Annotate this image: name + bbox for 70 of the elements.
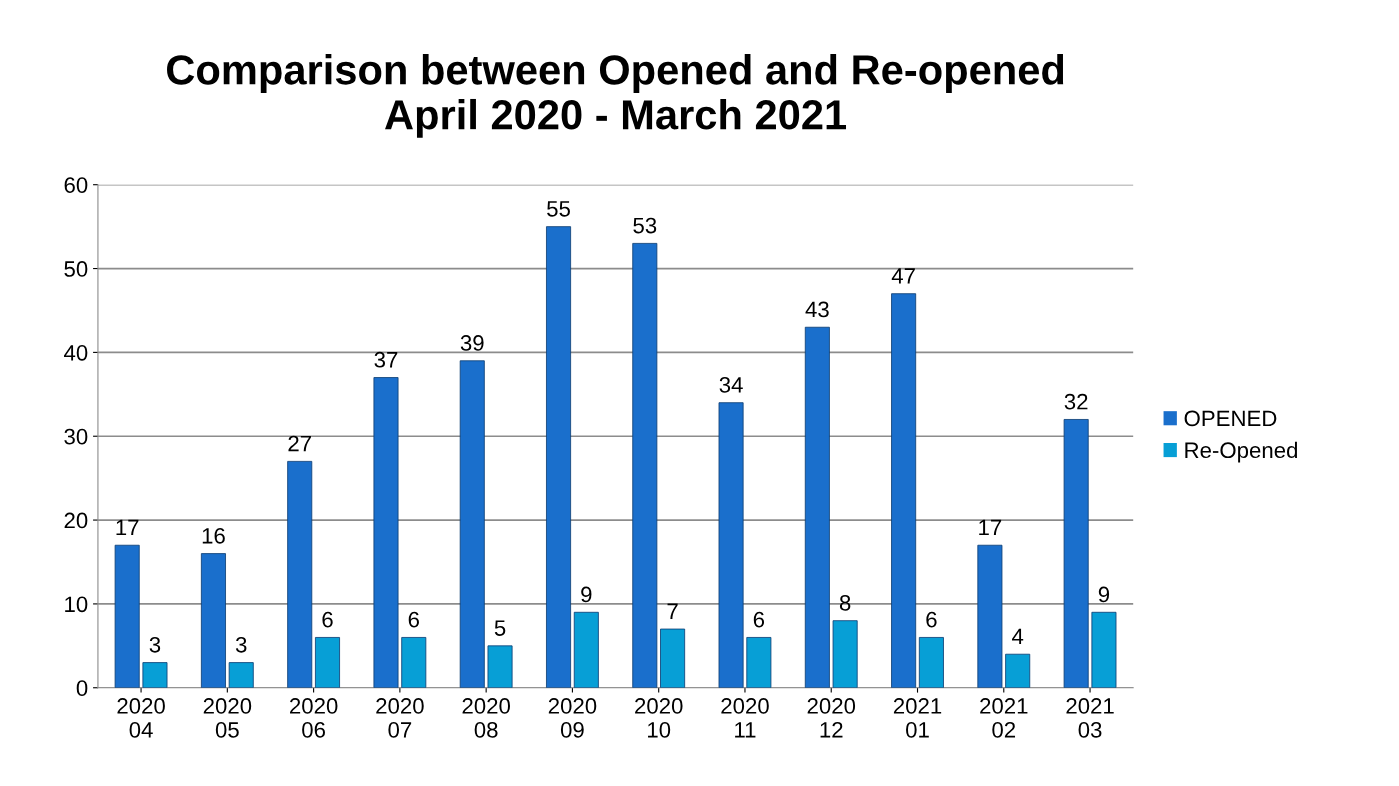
x-tick-label: 2021 02	[980, 698, 1028, 738]
data-label: 6	[322, 611, 333, 628]
x-tick-label: 2020 10	[635, 698, 683, 738]
bar	[573, 611, 599, 688]
data-label: 37	[374, 351, 398, 368]
legend-label: OPENED	[1184, 410, 1277, 427]
bar	[804, 326, 830, 688]
x-tick-label: 2020 05	[203, 698, 252, 738]
data-label: 7	[667, 603, 678, 619]
data-label: 3	[149, 636, 161, 653]
y-tick-label: 60	[64, 177, 88, 193]
x-tick-label: 2020 06	[290, 698, 338, 738]
bar	[1091, 611, 1117, 688]
bar	[660, 628, 686, 688]
bar	[114, 544, 140, 688]
bar	[228, 662, 254, 688]
y-tick-label: 30	[64, 428, 88, 445]
x-tick-label: 2020 09	[548, 698, 597, 738]
data-label: 8	[839, 594, 851, 611]
y-tick-label: 10	[65, 596, 88, 613]
data-label: 39	[460, 335, 484, 351]
y-tick-label: 40	[64, 344, 88, 361]
x-tick-label: 2020 04	[117, 698, 165, 738]
x-tick-label: 2020 07	[376, 698, 424, 738]
data-label: 16	[202, 527, 225, 544]
data-label: 5	[494, 620, 506, 636]
bar	[1005, 653, 1031, 688]
bar	[977, 544, 1003, 688]
legend-label: Re-Opened	[1185, 441, 1297, 463]
chart-title: Comparison between Opened and Re-opened April 2020 - March 2021	[167, 54, 1064, 138]
data-label: 47	[891, 268, 915, 284]
y-tick-label: 50	[64, 261, 88, 277]
bar	[287, 460, 313, 688]
data-label: 17	[979, 519, 1002, 536]
bar	[632, 242, 658, 688]
bar	[315, 637, 340, 688]
bar	[546, 226, 572, 688]
data-label: 43	[805, 301, 829, 318]
x-tick-label: 2020 11	[721, 698, 769, 738]
data-label: 32	[1064, 393, 1088, 410]
data-label: 34	[719, 377, 743, 393]
bar	[487, 645, 513, 688]
bar	[200, 553, 226, 688]
data-label: 9	[581, 586, 592, 603]
bar	[1063, 419, 1089, 688]
x-tick-label: 2021 03	[1066, 698, 1114, 738]
bar	[459, 360, 485, 688]
data-label: 3	[235, 636, 247, 653]
data-label: 27	[288, 435, 311, 452]
data-label: 55	[547, 201, 570, 217]
bar	[746, 637, 772, 688]
data-label: 17	[116, 519, 139, 536]
data-label: 6	[408, 611, 419, 628]
data-label: 6	[753, 611, 765, 628]
bar	[891, 293, 917, 688]
x-tick-label: 2020 12	[807, 698, 856, 738]
bar	[373, 377, 399, 688]
x-tick-label: 2020 08	[462, 698, 510, 738]
data-label: 4	[1012, 628, 1024, 645]
data-label: 9	[1098, 586, 1110, 603]
data-label: 6	[926, 611, 937, 628]
data-label: 53	[633, 217, 657, 234]
bar	[401, 637, 427, 688]
bar	[832, 620, 858, 688]
bar	[718, 402, 744, 688]
bar	[142, 662, 168, 688]
y-tick-label: 20	[64, 512, 88, 529]
y-tick-label: 0	[76, 680, 88, 697]
x-tick-label: 2021 01	[893, 698, 942, 738]
bar	[918, 637, 944, 688]
